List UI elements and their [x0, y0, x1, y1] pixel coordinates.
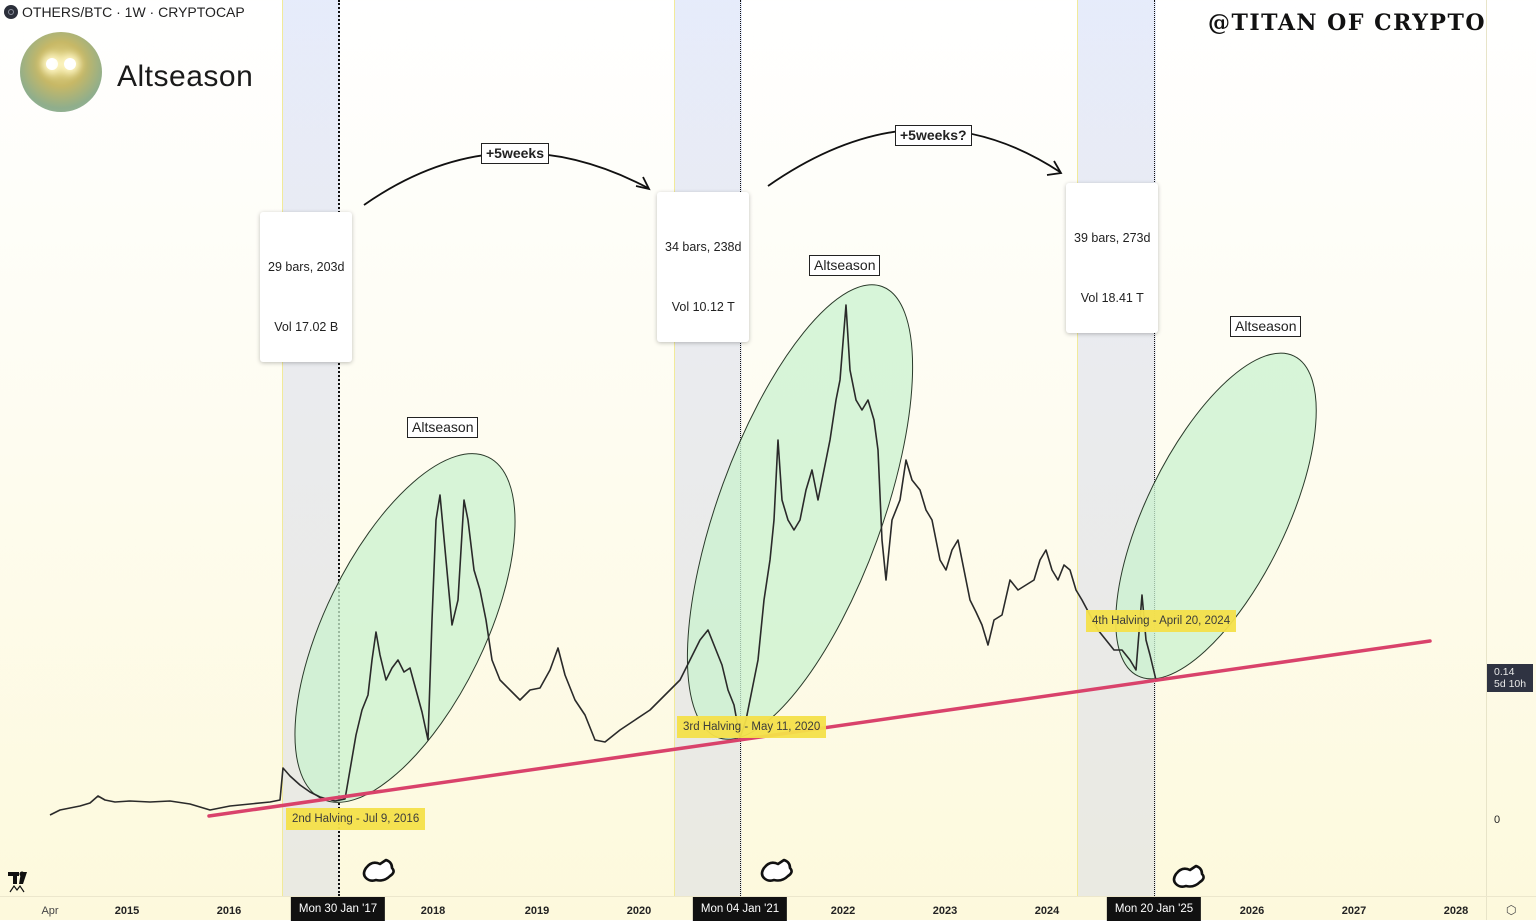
avatar-eye-icon: [46, 58, 58, 70]
time-tick: 2015: [114, 905, 140, 917]
measurement-box-2: 34 bars, 238d Vol 10.12 T: [657, 192, 750, 342]
altseason-ellipse-3: [1115, 352, 1317, 680]
price-axis[interactable]: [1486, 0, 1536, 920]
halving-badge-2016: 2nd Halving - Jul 9, 2016: [286, 808, 426, 830]
date-badge-jan-2017: Mon 30 Jan '17: [290, 897, 386, 921]
altseason-label-2: Altseason: [809, 255, 881, 276]
halving-badge-2024: 4th Halving - April 20, 2024: [1086, 610, 1237, 632]
time-tick: 2022: [830, 905, 856, 917]
tradingview-logo-icon[interactable]: [8, 870, 36, 901]
watermark: @TITAN OF CRYPTO: [1208, 10, 1487, 36]
symbol-header[interactable]: OTHERS/BTC · 1W · CRYPTOCAP: [4, 4, 245, 20]
time-tick: 2023: [932, 905, 958, 917]
chart-title: Altseason: [117, 60, 254, 93]
pointing-hand-icon: [760, 858, 793, 882]
pointing-hand-icon: [362, 858, 395, 882]
settings-gear-icon[interactable]: ⬡: [1506, 903, 1517, 917]
symbol-logo-icon: [4, 5, 18, 19]
halving-badge-2020: 3rd Halving - May 11, 2020: [677, 716, 827, 738]
time-tick: Apr: [41, 905, 59, 917]
time-tick: 2024: [1034, 905, 1060, 917]
price-line: [49, 304, 1157, 816]
arrow-label-2: +5weeks?: [895, 125, 972, 146]
avatar: [20, 32, 102, 112]
current-price-badge: 0.14 5d 10h: [1487, 664, 1534, 692]
time-tick: 2027: [1341, 905, 1367, 917]
time-tick: 2016: [216, 905, 242, 917]
date-badge-jan-2021: Mon 04 Jan '21: [692, 897, 788, 921]
time-tick: 2026: [1239, 905, 1265, 917]
price-zero-label: 0: [1494, 814, 1501, 826]
time-tick: 2019: [524, 905, 550, 917]
date-badge-jan-2025: Mon 20 Jan '25: [1106, 897, 1202, 921]
time-axis[interactable]: Apr 2015 2016 Mon 30 Jan '17 2018 2019 2…: [0, 896, 1536, 921]
measurement-box-1: 29 bars, 203d Vol 17.02 B: [260, 212, 353, 362]
time-tick: 2018: [420, 905, 446, 917]
measurement-box-3: 39 bars, 273d Vol 18.41 T: [1066, 183, 1159, 333]
halving-band-2024: [1077, 0, 1156, 896]
arrow-label-1: +5weeks: [481, 143, 549, 164]
vline-jan-2025: [1154, 0, 1155, 896]
vline-jan-2017: [338, 0, 340, 896]
altseason-label-3: Altseason: [1230, 316, 1302, 337]
time-tick: 2028: [1443, 905, 1469, 917]
avatar-eye-icon: [64, 58, 76, 70]
symbol-label: OTHERS/BTC · 1W · CRYPTOCAP: [22, 4, 245, 20]
time-tick: 2020: [626, 905, 652, 917]
pointing-hand-icon: [1172, 864, 1205, 888]
altseason-label-1: Altseason: [407, 417, 479, 438]
